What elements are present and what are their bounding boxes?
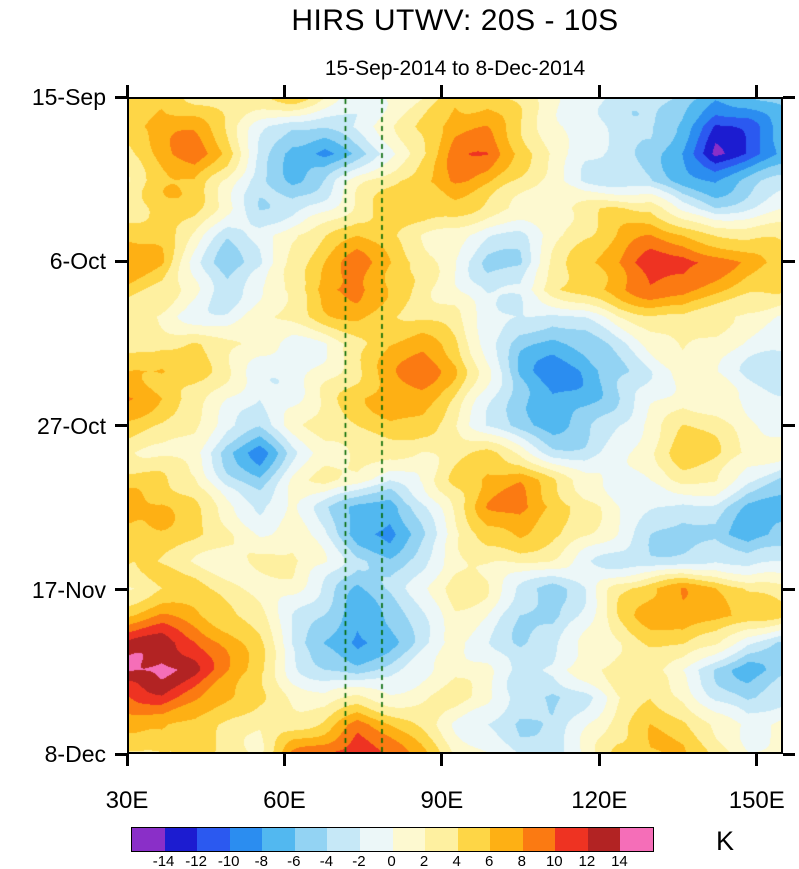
colorbar-cell [392, 828, 426, 851]
colorbar-tick-label: 2 [419, 853, 429, 869]
y-axis-tick [115, 588, 127, 592]
colorbar-cell [587, 828, 621, 851]
colorbar-cell [522, 828, 556, 851]
colorbar-tick-label: 4 [452, 853, 461, 869]
colorbar-cell [164, 828, 198, 851]
y-axis-tick [783, 424, 795, 427]
colorbar-tick-label: 8 [517, 853, 526, 869]
page-title: HIRS UTWV: 20S - 10S [291, 4, 619, 37]
x-axis-tick [125, 85, 129, 97]
x-tick-label: 120E [571, 787, 628, 814]
colorbar-cell [197, 828, 230, 851]
x-axis-tick [755, 754, 759, 766]
colorbar-cell [425, 828, 458, 851]
colorbar-tick-label: 0 [387, 853, 396, 869]
y-axis-tick [783, 752, 795, 756]
colorbar-tick-label: -6 [287, 853, 301, 869]
colorbar-cell [327, 828, 360, 851]
x-axis-tick [282, 85, 286, 97]
y-axis-tick [115, 95, 127, 99]
colorbar-cell [620, 828, 653, 851]
heatmap-canvas [129, 99, 781, 752]
colorbar-cell [490, 828, 523, 851]
colorbar-cell [294, 828, 328, 851]
colorbar-tick-label: -2 [352, 853, 366, 869]
colorbar-cell [132, 828, 165, 851]
colorbar-tick-label: 6 [485, 853, 494, 869]
colorbar-cell [262, 828, 295, 851]
colorbar-tick-labels: -14 -12 -10 -8 -6 -4 -2 0 2 4 6 8 10 12 14 [131, 853, 655, 869]
y-axis-tick [783, 259, 795, 263]
colorbar-tick-label: -12 [185, 853, 207, 869]
y-tick-label: 17-Nov [31, 576, 106, 603]
colorbar-tick-label: -4 [319, 853, 334, 869]
y-axis-tick [783, 588, 795, 592]
y-tick-label: 15-Sep [31, 84, 106, 110]
x-axis-tick [282, 754, 286, 766]
x-axis-tick [125, 754, 129, 766]
plot-area [127, 97, 783, 754]
colorbar-tick-label: -14 [152, 853, 175, 869]
y-tick-label: 6-Oct [49, 248, 106, 275]
x-axis-tick [597, 85, 601, 97]
x-axis-tick [597, 754, 601, 766]
colorbar-tick-label: -10 [217, 853, 240, 869]
y-axis-tick [115, 752, 127, 756]
colorbar-unit-label: K [715, 826, 734, 856]
y-axis-tick [115, 424, 127, 427]
colorbar-cell [555, 828, 588, 851]
y-axis-tick [115, 259, 127, 263]
colorbar-tick-label: -8 [254, 853, 268, 869]
colorbar-tick-label: 10 [545, 853, 563, 869]
colorbar-tick-label: 12 [578, 853, 596, 869]
y-axis-tick [783, 95, 795, 99]
colorbar [131, 827, 654, 852]
x-tick-label: 30E [105, 787, 149, 814]
x-axis-tick [440, 85, 444, 97]
colorbar-tick-label: 14 [611, 853, 628, 869]
x-tick-label: 90E [420, 787, 464, 814]
y-tick-label: 8-Dec [44, 741, 106, 767]
x-tick-label: 150E [728, 787, 785, 814]
colorbar-cell [359, 828, 393, 851]
date-range-subtitle: 15-Sep-2014 to 8-Dec-2014 [324, 57, 586, 80]
x-axis-tick [440, 754, 444, 766]
colorbar-cell [229, 828, 263, 851]
x-axis-tick [755, 85, 759, 97]
y-tick-label: 27-Oct [36, 412, 106, 439]
x-tick-label: 60E [263, 787, 306, 814]
colorbar-cell [457, 828, 491, 851]
